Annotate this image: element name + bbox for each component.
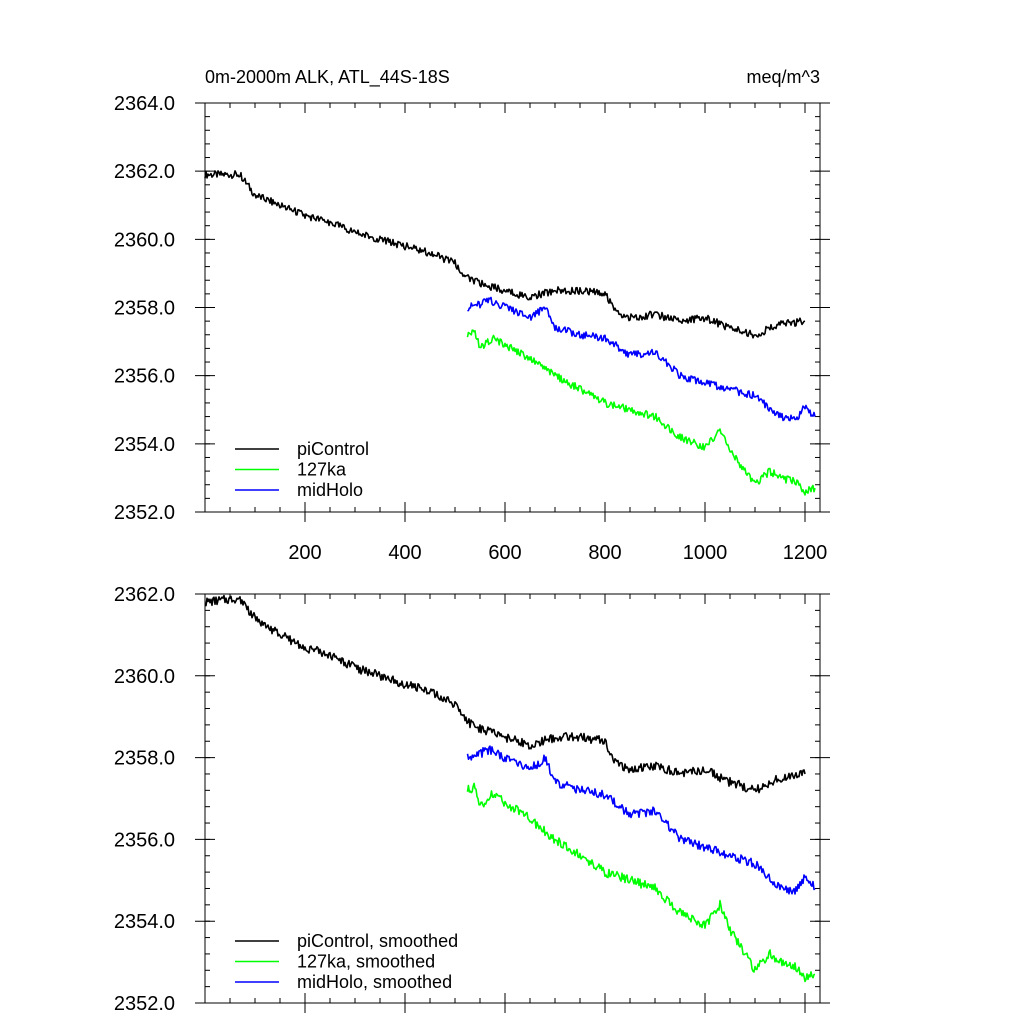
x-tick-label: 600: [488, 542, 521, 564]
x-tick-label: 1000: [683, 542, 728, 564]
x-tick-label: 200: [288, 542, 321, 564]
y-tick-label: 2362.0: [114, 161, 175, 183]
series-line-picontrol: [204, 170, 806, 339]
bottom-panel: 2352.0 2354.0 2356.0 2358.0 2360.0 2362.0 piCo…: [114, 584, 830, 1015]
y-tick-label: 2354.0: [114, 434, 175, 456]
series-line-midholo: [467, 296, 816, 422]
legend-label: 127ka: [297, 460, 347, 480]
legend-label: piControl: [297, 439, 369, 459]
series-line-127ka-smoothed: [466, 782, 816, 983]
y-tick-label: 2352.0: [114, 502, 175, 524]
legend-label: piControl, smoothed: [297, 931, 458, 951]
legend-label: 127ka, smoothed: [297, 952, 435, 972]
x-tick-label: 1200: [783, 542, 828, 564]
series-line-picontrol-smoothed: [205, 594, 806, 794]
top-panel: 0m-2000m ALK, ATL_44S-18S meq/m^3 2352.0 23…: [114, 67, 830, 564]
y-tick-label: 2356.0: [114, 829, 175, 851]
plot-frame: [204, 593, 821, 1004]
y-tick-label: 2358.0: [114, 298, 175, 320]
y-tick-label: 2362.0: [114, 584, 175, 606]
legend-label: midHolo, smoothed: [297, 972, 452, 992]
series-line-midholo-smoothed: [466, 745, 816, 895]
chart-title: 0m-2000m ALK, ATL_44S-18S: [205, 67, 450, 88]
series-line-127ka: [466, 329, 816, 496]
legend-label: midHolo: [297, 480, 363, 500]
y-tick-label: 2360.0: [114, 229, 175, 251]
y-tick-label: 2358.0: [114, 748, 175, 770]
y-tick-label: 2360.0: [114, 666, 175, 688]
y-tick-label: 2364.0: [114, 93, 175, 115]
x-tick-label: 800: [588, 542, 621, 564]
y-tick-label: 2356.0: [114, 366, 175, 388]
x-tick-label: 400: [388, 542, 421, 564]
units-label: meq/m^3: [747, 67, 820, 87]
y-tick-label: 2352.0: [114, 993, 175, 1015]
y-tick-label: 2354.0: [114, 911, 175, 933]
